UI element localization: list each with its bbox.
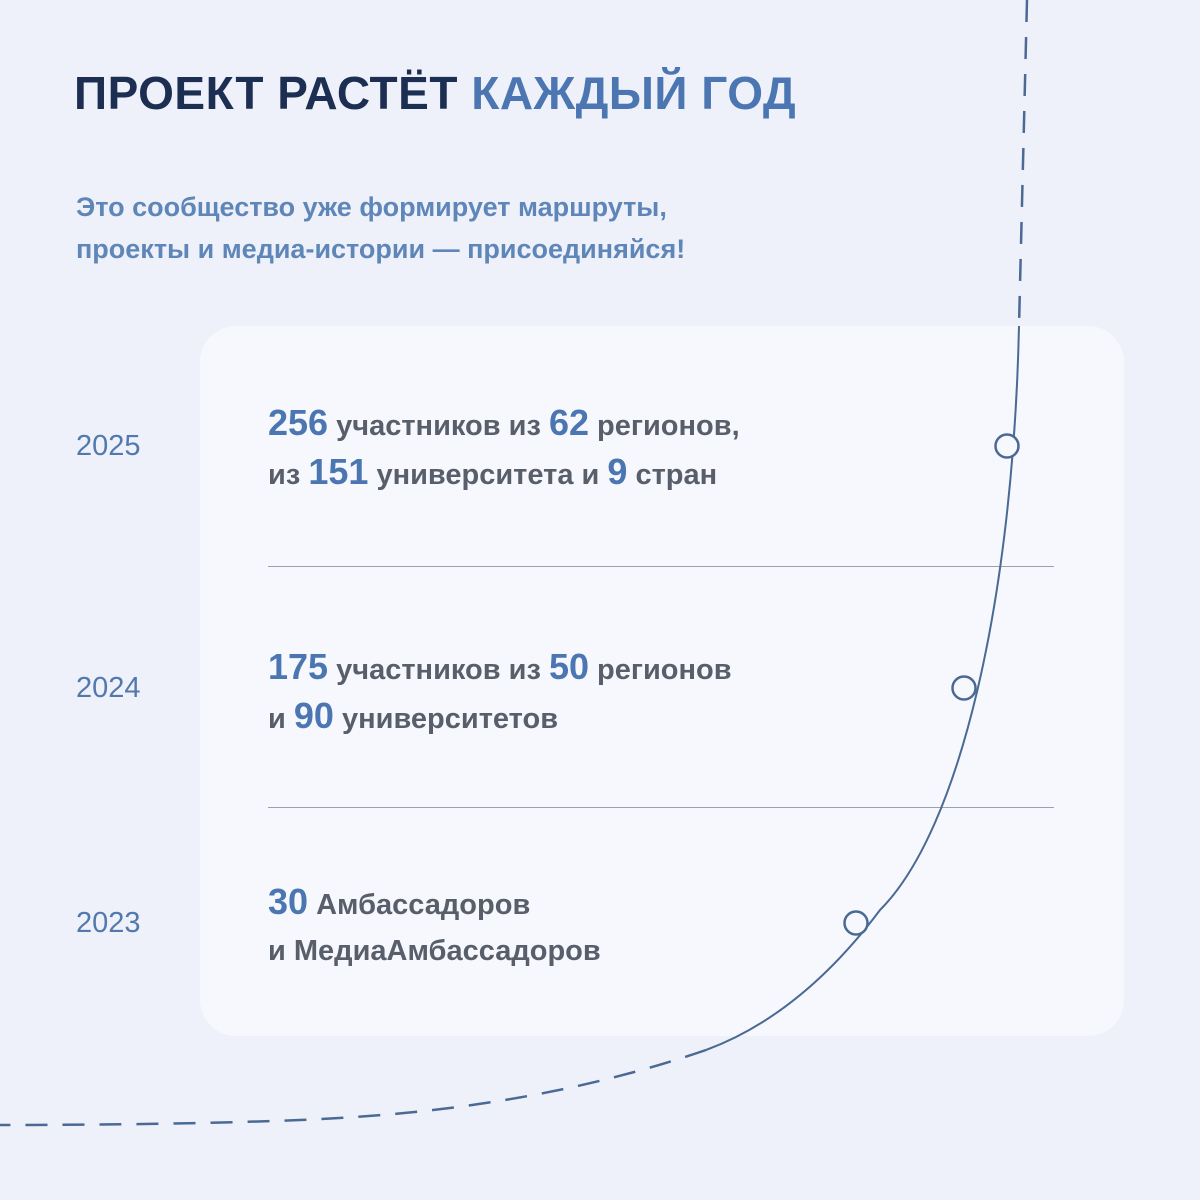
subtitle-line-2: проекты и медиа-истории — присоединяйся! xyxy=(76,234,686,264)
stat-2025: 256 участников из 62 регионов, из 151 ун… xyxy=(268,400,740,498)
universities-count: 90 xyxy=(293,695,334,736)
participants-count: 175 xyxy=(268,646,329,687)
stat-2024-line-1: 175 участников из 50 регионов xyxy=(268,644,732,693)
growth-curve-dashed-top xyxy=(1017,0,1029,327)
year-2025: 2025 xyxy=(76,430,141,462)
stat-text: регионов xyxy=(588,654,732,686)
year-2023: 2023 xyxy=(76,907,141,939)
divider-2025-2024 xyxy=(268,566,1054,567)
timeline-marker-2024 xyxy=(951,675,977,701)
stat-2023-line-2: и МедиаАмбассадоров xyxy=(268,928,601,974)
year-2024: 2024 xyxy=(76,672,141,704)
divider-2024-2023 xyxy=(268,807,1054,808)
stat-text: и МедиаАмбассадоров xyxy=(268,935,601,967)
stat-text: университета и xyxy=(368,459,608,491)
stat-text: Амбассадоров xyxy=(308,889,531,921)
stat-text: стран xyxy=(627,459,718,491)
stat-2025-line-1: 256 участников из 62 регионов, xyxy=(268,400,740,449)
stat-2024-line-2: и 90 университетов xyxy=(268,693,732,742)
stat-2024: 175 участников из 50 регионов и 90 униве… xyxy=(268,644,732,742)
stat-text: регионов, xyxy=(588,410,740,442)
regions-count: 62 xyxy=(548,402,589,443)
growth-curve-dashed-bottom xyxy=(0,1048,707,1127)
stat-text: и xyxy=(268,703,294,735)
timeline-marker-2025 xyxy=(994,433,1020,459)
timeline-marker-2023 xyxy=(843,910,869,936)
stat-text: участников из xyxy=(328,654,549,686)
stat-text: университетов xyxy=(333,703,559,735)
title-part-dark: ПРОЕКТ РАСТЁТ xyxy=(74,67,458,119)
stat-2023-line-1: 30 Амбассадоров xyxy=(268,879,601,928)
stat-text: участников из xyxy=(328,410,549,442)
countries-count: 9 xyxy=(607,451,628,492)
participants-count: 256 xyxy=(268,402,329,443)
growth-curve-solid xyxy=(705,325,1020,1051)
subtitle: Это сообщество уже формирует маршруты, п… xyxy=(76,186,685,270)
regions-count: 50 xyxy=(548,646,589,687)
ambassadors-count: 30 xyxy=(268,881,309,922)
subtitle-line-1: Это сообщество уже формирует маршруты, xyxy=(76,192,667,222)
universities-count: 151 xyxy=(308,451,369,492)
stat-2025-line-2: из 151 университета и 9 стран xyxy=(268,449,740,498)
page-title: ПРОЕКТ РАСТЁТ КАЖДЫЙ ГОД xyxy=(74,66,796,120)
title-part-accent: КАЖДЫЙ ГОД xyxy=(471,67,797,119)
stat-2023: 30 Амбассадоров и МедиаАмбассадоров xyxy=(268,879,601,974)
stat-text: из xyxy=(268,459,309,491)
